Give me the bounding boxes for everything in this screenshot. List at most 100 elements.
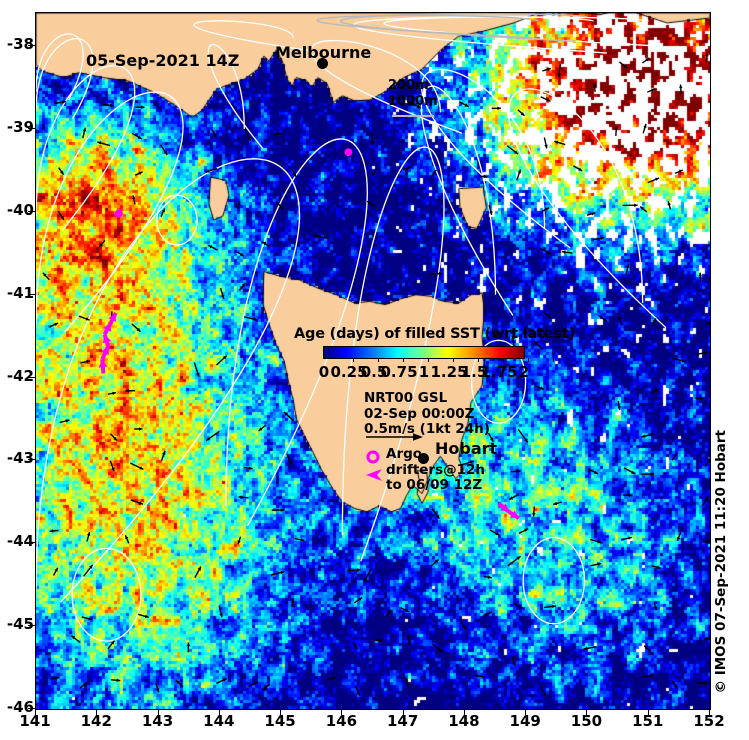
current-vector-head: [617, 316, 621, 321]
current-vector-head: [139, 466, 144, 470]
current-vector-head: [197, 566, 201, 571]
current-vector-head: [578, 167, 583, 171]
colorbar-tickmarks: [323, 358, 554, 363]
ssh-contour-line: [36, 37, 94, 119]
colorbar-tick-label: 0.75: [380, 363, 418, 381]
current-vector-head: [163, 151, 168, 155]
current-vector-head: [221, 294, 225, 299]
current-vector-head: [623, 64, 628, 69]
current-vector-head: [461, 625, 466, 630]
current-vector-head: [594, 470, 598, 474]
x-tick-mark: [647, 710, 649, 717]
current-vector-head: [248, 466, 253, 470]
current-vector-head: [205, 169, 210, 173]
x-tick-label: 148: [448, 712, 480, 730]
current-vector-head: [82, 127, 87, 132]
current-vector-head: [176, 680, 180, 684]
current-vector-head: [544, 144, 548, 149]
current-vector-head: [291, 599, 295, 603]
ssh-contour-line: [508, 88, 667, 329]
x-tick-label: 147: [386, 712, 419, 730]
current-vector-head: [434, 559, 439, 564]
drifter-legend-interval: drifters@12h: [386, 461, 486, 478]
current-vector-head: [545, 207, 550, 211]
current-vector-head: [262, 686, 267, 690]
x-tick-mark: [709, 710, 710, 717]
current-vector-head: [113, 436, 118, 441]
drifter-legend-argo: Argo: [386, 446, 423, 462]
current-vector-head: [482, 613, 487, 617]
current-vector-head: [679, 84, 683, 89]
current-vector-head: [132, 195, 136, 200]
argo-drifter-tracks: [98, 148, 520, 521]
y-tick-label: -39: [6, 118, 34, 136]
drifter-legend: Argo drifters@12h to 06/09 12Z: [386, 446, 486, 494]
current-vector-head: [85, 317, 90, 321]
current-vector-head: [370, 140, 375, 145]
current-vector-head: [136, 327, 141, 332]
current-vector-head: [186, 642, 191, 647]
colorbar-tick: [403, 358, 404, 362]
current-vector-head: [516, 469, 521, 474]
colorbar-tick-label: 2: [518, 363, 530, 381]
current-vector-head: [533, 340, 538, 345]
y-tick-label: -45: [6, 615, 34, 634]
current-vector-head: [489, 211, 493, 215]
current-vector-head: [631, 470, 636, 474]
map-plot-area[interactable]: 05-Sep-2021 14Z Melbourne Hobart 200m 10…: [35, 12, 711, 710]
current-vector-head: [378, 638, 383, 643]
current-vector-head: [116, 678, 121, 682]
current-vector-head: [358, 597, 363, 601]
current-vector-head: [97, 141, 102, 145]
current-vector-head: [497, 106, 501, 110]
current-vector-head: [520, 112, 525, 116]
current-vector-head: [279, 205, 284, 210]
drifter-track-arrow: [103, 322, 111, 332]
model-legend-time: 02-Sep 00:00Z: [364, 405, 475, 422]
x-tick-mark: [341, 710, 343, 717]
current-vector-head: [353, 642, 357, 647]
y-tick-mark: [28, 128, 35, 129]
current-vector-head: [155, 688, 160, 693]
colorbar-title: Age (days) of filled SST (wrt latest): [294, 326, 576, 342]
ssh-contour-line: [420, 68, 571, 249]
y-tick-mark: [28, 376, 35, 378]
ssh-contour-line: [310, 39, 463, 134]
ssh-contour-line: [36, 91, 184, 333]
argo-float-marker-icon: [366, 450, 380, 464]
current-vector-head: [280, 508, 285, 512]
current-vector-head: [644, 645, 648, 650]
city-marker-hobart: [418, 453, 429, 464]
current-vector-head: [292, 172, 296, 177]
current-vector-head: [650, 472, 654, 476]
shelf-depth-contour: [339, 13, 589, 42]
current-vector-head: [161, 208, 165, 213]
y-tick-label: -46: [6, 698, 34, 716]
colorbar-tick: [428, 358, 429, 362]
current-vector-head: [237, 540, 241, 545]
current-vector-head: [284, 412, 288, 416]
current-vector-head: [597, 562, 602, 566]
current-vector-head: [553, 501, 558, 506]
current-vector-head: [435, 514, 440, 519]
current-vector-head: [645, 58, 650, 62]
current-vector-arrow: [706, 320, 710, 325]
current-vector-head: [262, 241, 267, 246]
current-vector-head: [539, 386, 544, 390]
colorbar-tick: [553, 358, 554, 362]
colorbar-tick-label: 1: [418, 363, 430, 381]
colorbar-tick-label: 1.25: [430, 363, 468, 381]
current-vector-head: [652, 318, 656, 323]
drifter-track-arrow: [509, 510, 519, 519]
current-vector-head: [614, 126, 618, 131]
x-tick-mark: [525, 710, 527, 717]
colorbar-tick: [478, 358, 479, 362]
current-vector-head: [548, 314, 552, 319]
ssh-contour-line: [353, 16, 607, 54]
current-vector-head: [387, 609, 391, 614]
current-vector-head: [222, 678, 227, 682]
current-vector-head: [300, 538, 305, 542]
current-vector-head: [651, 88, 656, 92]
x-tick-mark: [157, 710, 159, 717]
current-vector-head: [86, 359, 91, 364]
